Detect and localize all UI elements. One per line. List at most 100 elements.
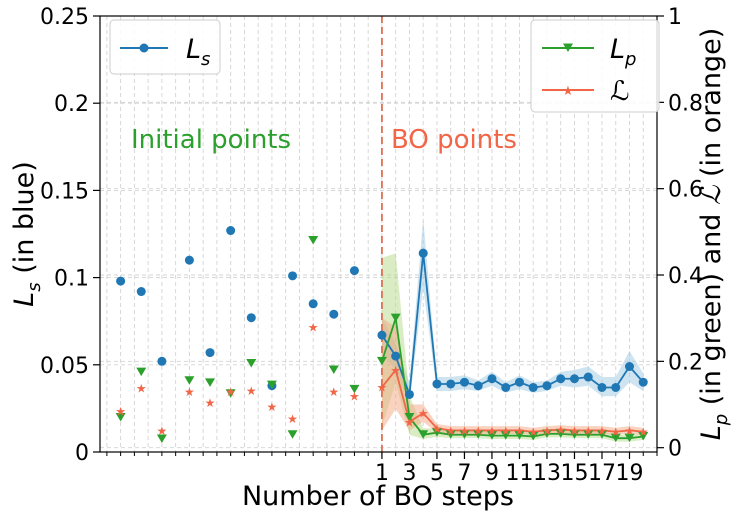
legend-ls-symbol: L xyxy=(186,34,201,65)
series-point-calL: ★ xyxy=(473,424,484,438)
series-point-lp xyxy=(541,429,552,438)
series-point-ls xyxy=(556,374,566,384)
y-right-tick-label: 0.2 xyxy=(668,350,703,375)
x-tick-label: 17 xyxy=(588,461,616,486)
initial-lp-point xyxy=(136,367,147,377)
initial-calL-point: ★ xyxy=(308,320,319,334)
y-left-tick-label: 0.2 xyxy=(54,92,89,117)
y-left-tick-label: 0.25 xyxy=(40,5,89,30)
series-point-lp xyxy=(486,431,497,440)
annotation-initial-points: Initial points xyxy=(131,125,291,155)
initial-lp-point xyxy=(349,384,360,394)
series-point-lp xyxy=(376,356,387,366)
initial-ls-point xyxy=(136,287,146,297)
series-point-ls xyxy=(624,362,634,372)
initial-lp-point xyxy=(184,376,195,385)
initial-ls-point xyxy=(157,356,167,366)
series-point-ls xyxy=(404,389,414,399)
legend-lp-symbol: L xyxy=(610,34,625,65)
series-point-lp xyxy=(569,430,580,439)
series-point-calL: ★ xyxy=(624,424,635,438)
y-left-tick-label: 0.1 xyxy=(54,267,89,292)
series-point-calL: ★ xyxy=(528,425,539,439)
y-right-tick-label: 0.6 xyxy=(668,178,703,203)
x-tick-label: 19 xyxy=(615,461,643,486)
initial-calL-point: ★ xyxy=(246,384,257,398)
series-point-calL: ★ xyxy=(500,424,511,438)
y-left-tick-label: 0.15 xyxy=(40,179,89,204)
initial-calL-point: ★ xyxy=(328,385,339,399)
series-point-lp xyxy=(555,429,566,438)
x-tick-label: 11 xyxy=(505,461,533,486)
series-point-calL: ★ xyxy=(638,425,649,439)
series-point-ls xyxy=(459,377,469,387)
initial-lp-point xyxy=(225,389,236,398)
series-point-lp xyxy=(514,431,525,440)
x-tick-label: 13 xyxy=(533,461,561,486)
plot-frame xyxy=(99,15,658,453)
series-point-lp xyxy=(583,430,594,439)
legend-lp-marker-swatch xyxy=(563,43,573,52)
series-point-lp xyxy=(596,430,607,439)
series-point-lp xyxy=(390,313,401,323)
axis-layer: 1 3 5 7 9 11 13 15 17 1900.050.10.150.20.2500.20.… xyxy=(40,5,703,486)
initial-lp-point xyxy=(246,359,257,368)
initial-calL-point: ★ xyxy=(349,389,360,403)
initial-calL-point: ★ xyxy=(205,396,216,410)
y-left-tick-label: 0 xyxy=(75,441,89,466)
series-point-ls xyxy=(473,381,483,391)
series-point-ls xyxy=(377,330,387,340)
annotation-bo-points: BO points xyxy=(391,125,517,155)
series-point-calL: ★ xyxy=(390,363,401,377)
series-point-ls xyxy=(597,382,607,392)
series-markers: ★★★★★★ ★★★★★ ★★★★★★ ★ ★ ★ ★ ★ ★ ★ ★ ★ ★ ★ ★ ★ ★ ★ xyxy=(115,226,649,444)
initial-lp-point xyxy=(328,365,339,374)
series-point-ls xyxy=(432,379,442,389)
series-point-lp xyxy=(473,430,484,439)
series-point-lp xyxy=(418,430,429,439)
series-point-calL: ★ xyxy=(555,423,566,437)
series-point-calL: ★ xyxy=(597,424,608,438)
series-point-calL: ★ xyxy=(514,424,525,438)
legend-left: Ls xyxy=(109,19,221,75)
series-point-ls xyxy=(487,374,497,384)
x-tick-label: 9 xyxy=(485,461,499,486)
initial-ls-point xyxy=(226,226,236,236)
initial-calL-point: ★ xyxy=(184,385,195,399)
series-point-calL: ★ xyxy=(583,424,594,438)
initial-calL-point: ★ xyxy=(157,424,168,438)
series-point-ls xyxy=(542,381,552,391)
series-point-lp xyxy=(610,433,621,443)
x-axis-label: Number of BO steps xyxy=(242,481,514,512)
legend-ls-marker-swatch xyxy=(139,43,149,53)
series-point-calL: ★ xyxy=(432,422,443,436)
initial-ls-point xyxy=(308,299,318,309)
legend-ls-subscript: s xyxy=(201,49,210,70)
series-point-ls xyxy=(583,372,593,382)
initial-lp-point xyxy=(156,434,167,444)
band-ls xyxy=(381,218,644,404)
x-tick-label: 15 xyxy=(560,461,588,486)
x-tick-label: 5 xyxy=(430,461,444,486)
series-point-lp xyxy=(431,428,442,437)
initial-ls-point xyxy=(184,255,194,265)
series-point-calL: ★ xyxy=(404,415,415,429)
legend-calL-label: ℒ xyxy=(610,76,629,107)
series-point-lp xyxy=(404,412,415,422)
legend-ls-label: Ls xyxy=(186,34,210,70)
series-point-lp xyxy=(500,431,511,440)
series-point-calL: ★ xyxy=(610,425,621,439)
y-axis-right-label: Lp (in green) and ℒ (in orange) xyxy=(696,28,732,441)
y-axis-left-label: Ls (in blue) xyxy=(9,161,45,307)
y-right-tick-label: 0 xyxy=(668,437,682,462)
x-tick-label: 3 xyxy=(402,461,416,486)
series-point-lp xyxy=(528,431,539,441)
series-point-ls xyxy=(569,374,579,384)
legend-lp-label: Lp xyxy=(610,34,636,70)
x-tick-label: 7 xyxy=(457,461,471,486)
legend-lp-subscript: p xyxy=(624,49,636,70)
initial-calL-point: ★ xyxy=(115,404,126,418)
series-line-ls xyxy=(381,253,644,395)
legend-right: Lp ★ ℒ xyxy=(530,19,660,113)
series-point-calL: ★ xyxy=(542,424,553,438)
